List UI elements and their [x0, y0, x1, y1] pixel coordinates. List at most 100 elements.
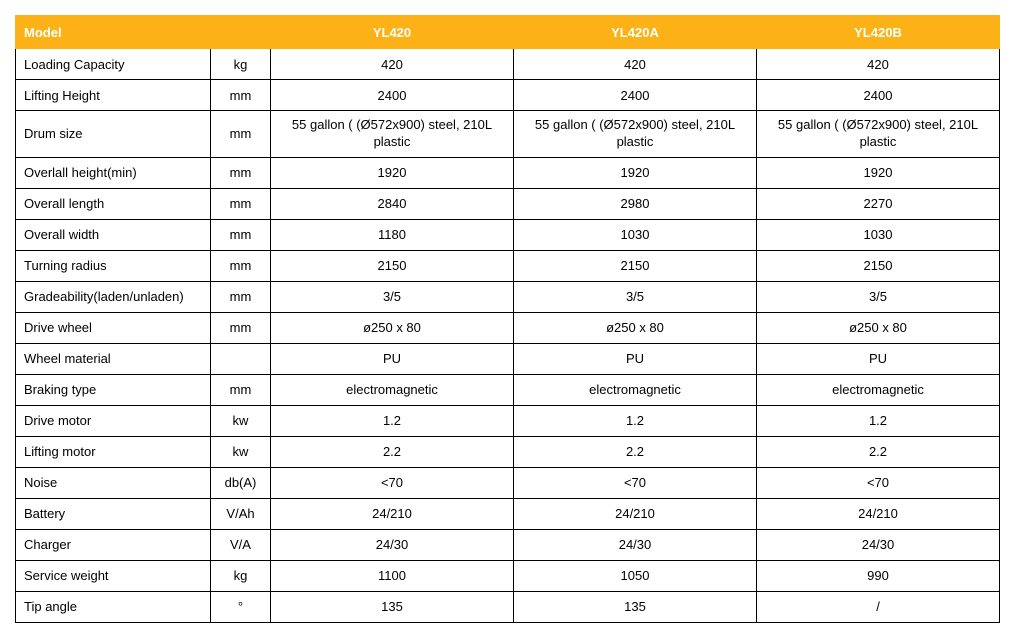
row-value: 1.2 [757, 405, 1000, 436]
row-unit: kw [211, 405, 271, 436]
row-label: Lifting motor [16, 436, 211, 467]
row-value: 2.2 [271, 436, 514, 467]
row-label: Drive wheel [16, 312, 211, 343]
row-value: 24/210 [514, 498, 757, 529]
row-value: 1920 [271, 157, 514, 188]
row-value: 24/30 [271, 529, 514, 560]
row-value: ø250 x 80 [757, 312, 1000, 343]
header-unit [211, 16, 271, 49]
row-value: 420 [271, 49, 514, 80]
row-label: Lifting Height [16, 80, 211, 111]
row-value: 55 gallon ( (Ø572x900) steel, 210L plast… [757, 111, 1000, 158]
row-value: 3/5 [271, 281, 514, 312]
spec-table: Model YL420 YL420A YL420B Loading Capaci… [15, 15, 1000, 623]
row-value: 2150 [757, 250, 1000, 281]
row-value: 2150 [514, 250, 757, 281]
row-value: 1180 [271, 219, 514, 250]
row-value: 2840 [271, 188, 514, 219]
table-row: Drum sizemm55 gallon ( (Ø572x900) steel,… [16, 111, 1000, 158]
table-row: Lifting Heightmm240024002400 [16, 80, 1000, 111]
header-label: Model [16, 16, 211, 49]
table-row: Noisedb(A)<70<70<70 [16, 467, 1000, 498]
header-model-0: YL420 [271, 16, 514, 49]
table-row: BatteryV/Ah24/21024/21024/210 [16, 498, 1000, 529]
row-value: 2980 [514, 188, 757, 219]
row-value: 1050 [514, 560, 757, 591]
row-value: 2.2 [514, 436, 757, 467]
row-value: PU [514, 343, 757, 374]
row-value: 2400 [757, 80, 1000, 111]
row-unit: mm [211, 111, 271, 158]
row-value: 2.2 [757, 436, 1000, 467]
table-row: Drive motorkw1.21.21.2 [16, 405, 1000, 436]
row-label: Charger [16, 529, 211, 560]
row-value: electromagnetic [514, 374, 757, 405]
table-row: Overlall height(min)mm192019201920 [16, 157, 1000, 188]
table-row: Overall lengthmm284029802270 [16, 188, 1000, 219]
table-header: Model YL420 YL420A YL420B [16, 16, 1000, 49]
row-value: 1920 [514, 157, 757, 188]
row-label: Overall width [16, 219, 211, 250]
row-value: 1.2 [271, 405, 514, 436]
row-value: 24/210 [757, 498, 1000, 529]
row-value: 2270 [757, 188, 1000, 219]
row-value: <70 [271, 467, 514, 498]
row-unit: kg [211, 49, 271, 80]
row-unit: kw [211, 436, 271, 467]
table-row: Drive wheelmmø250 x 80ø250 x 80ø250 x 80 [16, 312, 1000, 343]
row-label: Wheel material [16, 343, 211, 374]
row-label: Turning radius [16, 250, 211, 281]
row-label: Drive motor [16, 405, 211, 436]
row-label: Gradeability(laden/unladen) [16, 281, 211, 312]
row-label: Loading Capacity [16, 49, 211, 80]
row-label: Braking type [16, 374, 211, 405]
table-body: Loading Capacitykg420420420Lifting Heigh… [16, 49, 1000, 623]
row-value: 2150 [271, 250, 514, 281]
row-label: Overall length [16, 188, 211, 219]
table-row: Wheel materialPUPUPU [16, 343, 1000, 374]
row-value: 3/5 [514, 281, 757, 312]
row-label: Drum size [16, 111, 211, 158]
row-unit: mm [211, 312, 271, 343]
row-value: electromagnetic [757, 374, 1000, 405]
row-value: 420 [757, 49, 1000, 80]
table-row: ChargerV/A24/3024/3024/30 [16, 529, 1000, 560]
table-row: Braking typemmelectromagneticelectromagn… [16, 374, 1000, 405]
row-value: 1100 [271, 560, 514, 591]
table-row: Turning radiusmm215021502150 [16, 250, 1000, 281]
row-value: electromagnetic [271, 374, 514, 405]
row-unit: db(A) [211, 467, 271, 498]
row-value: 990 [757, 560, 1000, 591]
table-row: Overall widthmm118010301030 [16, 219, 1000, 250]
row-label: Noise [16, 467, 211, 498]
row-value: 24/210 [271, 498, 514, 529]
row-value: PU [757, 343, 1000, 374]
table-row: Lifting motorkw2.22.22.2 [16, 436, 1000, 467]
row-label: Overlall height(min) [16, 157, 211, 188]
row-unit: mm [211, 219, 271, 250]
header-model-1: YL420A [514, 16, 757, 49]
row-value: 2400 [271, 80, 514, 111]
header-model-2: YL420B [757, 16, 1000, 49]
row-value: 1030 [757, 219, 1000, 250]
row-value: ø250 x 80 [271, 312, 514, 343]
row-unit: mm [211, 374, 271, 405]
row-value: 3/5 [757, 281, 1000, 312]
row-value: ø250 x 80 [514, 312, 757, 343]
table-row: Loading Capacitykg420420420 [16, 49, 1000, 80]
row-value: 2400 [514, 80, 757, 111]
row-unit: V/A [211, 529, 271, 560]
row-unit: mm [211, 157, 271, 188]
row-value: 1.2 [514, 405, 757, 436]
row-unit: kg [211, 560, 271, 591]
row-value: 55 gallon ( (Ø572x900) steel, 210L plast… [271, 111, 514, 158]
row-unit: V/Ah [211, 498, 271, 529]
row-unit: mm [211, 250, 271, 281]
row-value: <70 [757, 467, 1000, 498]
row-unit [211, 343, 271, 374]
row-unit: mm [211, 281, 271, 312]
row-value: 55 gallon ( (Ø572x900) steel, 210L plast… [514, 111, 757, 158]
row-value: 24/30 [514, 529, 757, 560]
row-value: 420 [514, 49, 757, 80]
row-unit: mm [211, 188, 271, 219]
